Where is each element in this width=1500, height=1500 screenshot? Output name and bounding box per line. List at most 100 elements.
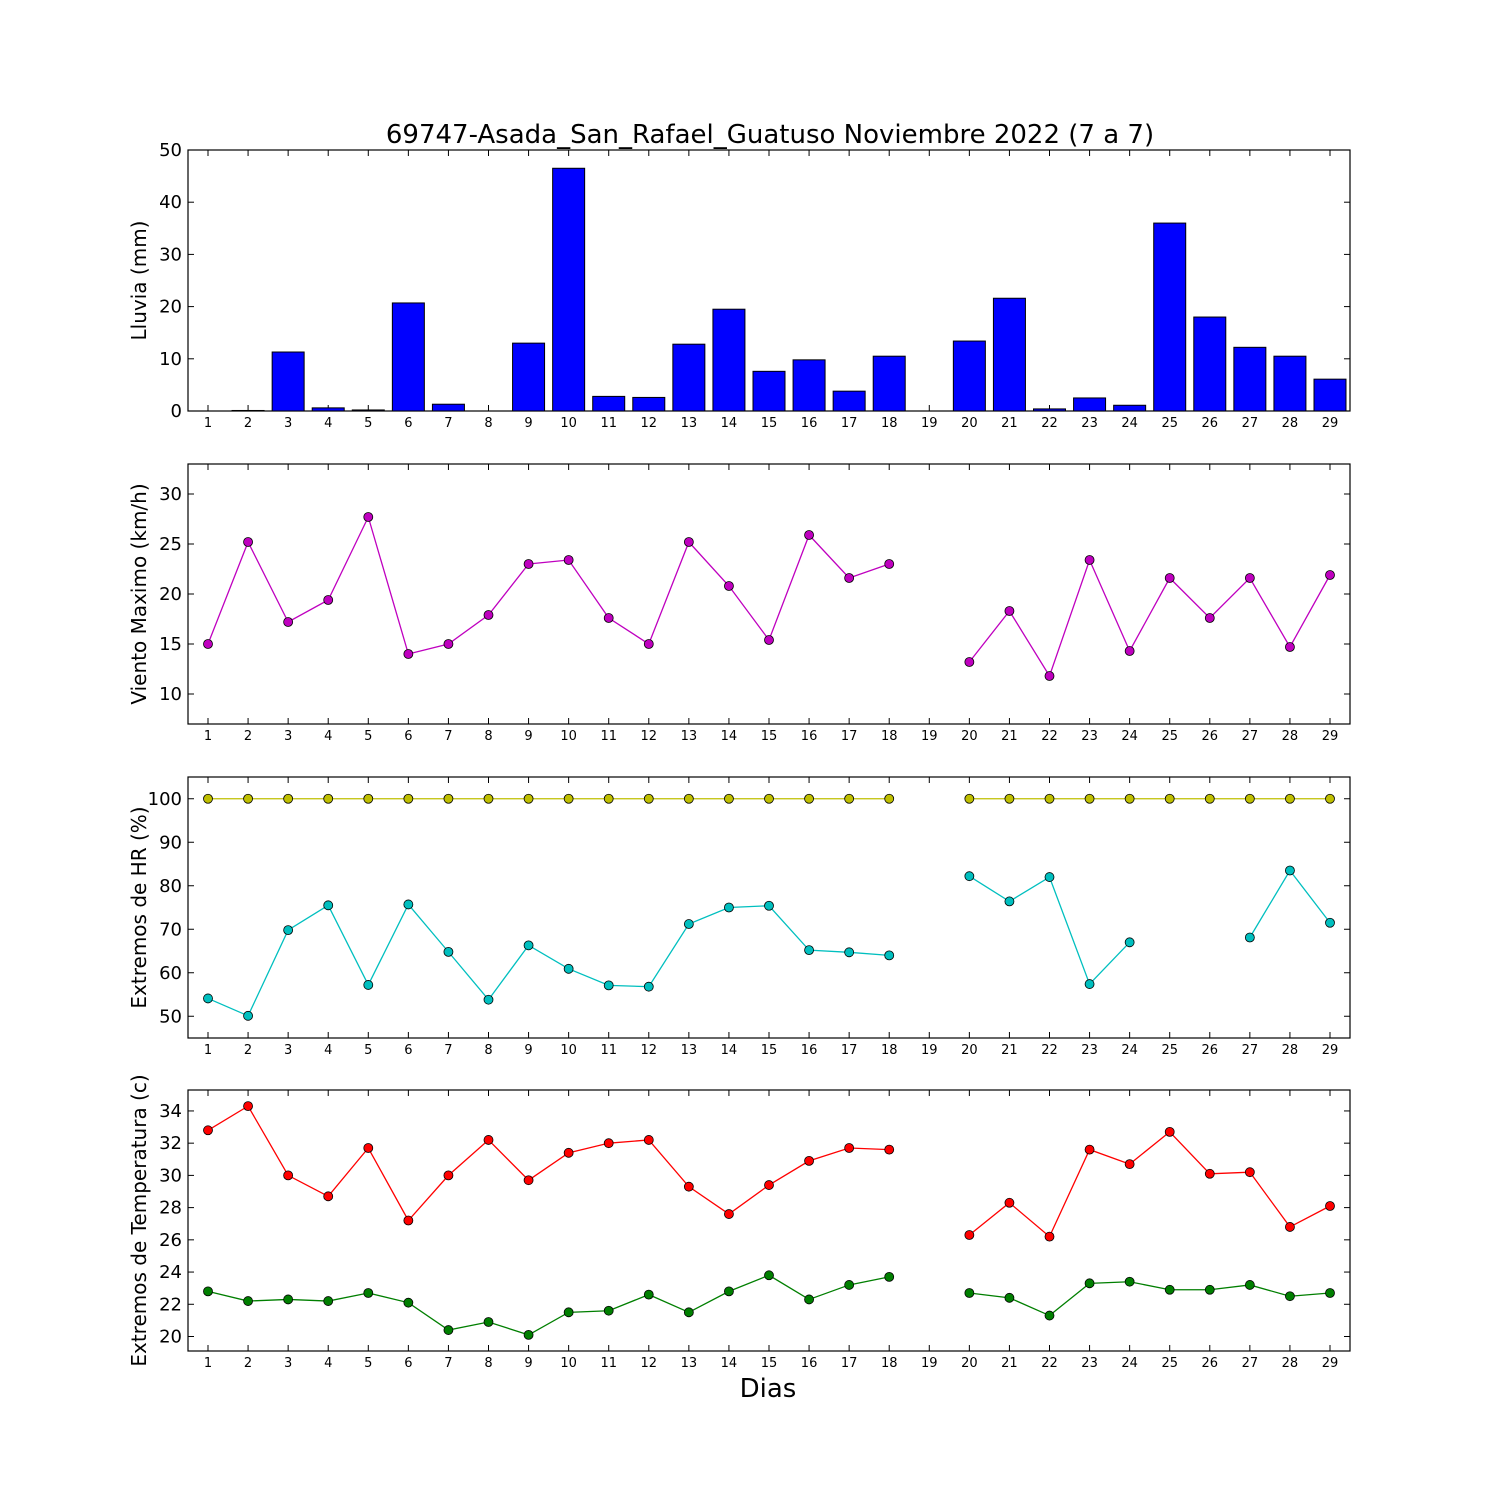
rain-bar	[1153, 222, 1187, 412]
x-tick-label: 6	[404, 1356, 412, 1371]
x-tick-label: 19	[921, 416, 938, 431]
data-point	[1204, 613, 1215, 623]
x-tick-label: 17	[841, 1356, 858, 1371]
rain-bar	[632, 396, 666, 412]
data-point	[844, 947, 855, 958]
data-point	[1004, 1197, 1015, 1208]
x-tick-label: 9	[524, 1043, 532, 1058]
x-tick-label: 13	[681, 1043, 698, 1058]
x-tick-label: 11	[600, 1356, 617, 1371]
data-point	[884, 793, 895, 804]
y-tick-label: 32	[159, 1133, 182, 1154]
x-tick-label: 22	[1041, 1356, 1058, 1371]
x-tick-label: 7	[444, 1356, 452, 1371]
data-point	[1124, 1276, 1135, 1287]
data-point	[363, 793, 374, 804]
x-tick-label: 23	[1081, 729, 1098, 744]
data-point	[884, 559, 895, 569]
y-tick-label: 20	[159, 297, 182, 318]
data-point	[724, 902, 734, 913]
y-tick-label: 80	[159, 876, 182, 897]
x-tick-label: 28	[1282, 729, 1299, 744]
data-point	[483, 1135, 494, 1145]
data-point	[483, 994, 494, 1005]
data-point	[1044, 793, 1055, 804]
data-point	[964, 1288, 975, 1298]
x-tick-label: 25	[1161, 416, 1178, 431]
x-tick-label: 16	[801, 729, 818, 744]
rain-bar	[271, 351, 305, 412]
data-point	[1244, 1280, 1255, 1290]
x-tick-label: 11	[600, 729, 617, 744]
data-point	[884, 1144, 895, 1155]
x-tick-label: 16	[801, 1356, 818, 1371]
x-tick-label: 26	[1202, 1043, 1219, 1058]
data-point	[563, 555, 574, 565]
y-tick-label: 28	[159, 1198, 182, 1219]
x-axis-label: Dias	[740, 1374, 797, 1404]
data-point	[1004, 793, 1015, 804]
data-point	[523, 1329, 534, 1340]
data-point	[363, 1143, 374, 1153]
data-point	[1164, 573, 1175, 583]
data-point	[1044, 872, 1055, 882]
x-tick-label: 26	[1202, 729, 1219, 744]
data-point	[403, 899, 414, 910]
data-point	[203, 1125, 213, 1136]
data-point	[363, 512, 374, 522]
data-point	[764, 1180, 774, 1190]
data-point	[243, 793, 253, 804]
x-tick-label: 1	[204, 729, 212, 744]
rain-bar	[431, 403, 465, 412]
x-tick-label: 24	[1121, 729, 1138, 744]
data-point	[683, 1181, 694, 1192]
data-point	[563, 1147, 574, 1158]
x-tick-label: 22	[1041, 729, 1058, 744]
x-tick-label: 14	[721, 1043, 738, 1058]
series-line	[968, 1131, 1331, 1238]
data-point	[1325, 1288, 1335, 1298]
data-point	[724, 1209, 734, 1219]
data-point	[603, 1305, 614, 1316]
data-point	[483, 1317, 494, 1327]
y-tick-label: 34	[159, 1101, 182, 1122]
data-point	[764, 1270, 774, 1281]
data-point	[1244, 932, 1255, 943]
data-point	[844, 793, 855, 804]
x-tick-label: 18	[881, 1043, 898, 1058]
x-tick-label: 4	[324, 416, 332, 431]
x-tick-label: 8	[484, 1356, 492, 1371]
x-tick-label: 21	[1001, 729, 1018, 744]
data-point	[603, 793, 614, 804]
rain-bar	[792, 359, 826, 412]
rain-bar	[1273, 355, 1307, 412]
x-tick-label: 6	[404, 729, 412, 744]
x-tick-label: 29	[1322, 1356, 1339, 1371]
x-tick-label: 14	[721, 1356, 738, 1371]
data-point	[523, 559, 534, 569]
x-tick-label: 15	[761, 729, 778, 744]
x-tick-label: 9	[524, 416, 532, 431]
x-tick-label: 1	[204, 416, 212, 431]
data-point	[1124, 646, 1135, 656]
data-point	[403, 793, 414, 804]
data-point	[363, 1288, 374, 1298]
data-point	[1285, 865, 1295, 876]
x-tick-label: 9	[524, 1356, 532, 1371]
data-point	[363, 980, 374, 990]
series-line	[207, 515, 890, 655]
data-point	[964, 1230, 975, 1240]
data-point	[1285, 1222, 1295, 1232]
data-point	[1044, 1310, 1055, 1321]
x-tick-label: 13	[681, 416, 698, 431]
data-point	[1164, 793, 1175, 804]
rain-bar	[311, 407, 345, 412]
data-point	[243, 537, 253, 547]
x-tick-label: 23	[1081, 1043, 1098, 1058]
x-tick-label: 19	[921, 729, 938, 744]
x-tick-label: 15	[761, 416, 778, 431]
data-point	[1044, 671, 1055, 681]
data-point	[804, 1155, 814, 1166]
rain-bar	[1233, 346, 1267, 412]
